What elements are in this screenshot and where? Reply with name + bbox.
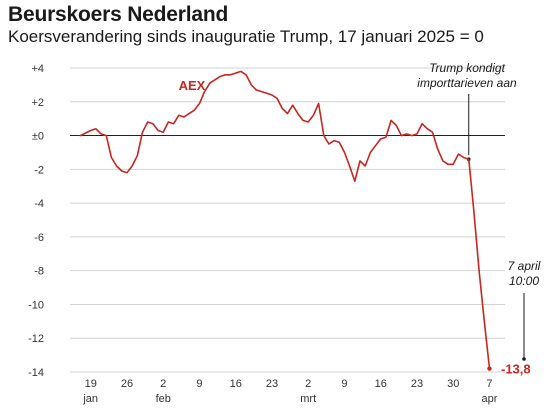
annotation-text: 7 april [508, 259, 541, 273]
y-tick-label: +4 [31, 63, 44, 75]
x-tick-label: 16 [230, 378, 242, 390]
x-tick-label: 9 [341, 378, 347, 390]
y-tick-label: -4 [34, 198, 44, 210]
y-tick-label: ±0 [32, 131, 44, 143]
y-tick-label: -14 [28, 367, 44, 379]
x-tick-labels: 19 jan 26 2 feb 9 16 23 2 mrt 9 16 23 30 7 apr [82, 378, 497, 405]
annotation-text: importtarieven aan [417, 76, 517, 90]
x-tick-label: 19 [85, 378, 97, 390]
series-label: AEX [179, 78, 206, 93]
x-tick-label: 16 [375, 378, 387, 390]
chart-title: Beurskoers Nederland [8, 3, 229, 26]
x-month-label: feb [156, 393, 171, 405]
annotation-dot [522, 357, 526, 361]
y-tick-label: +2 [31, 97, 44, 109]
x-month-label: jan [82, 393, 98, 405]
y-tick-labels: +4 +2 ±0 -2 -4 -6 -8 -10 -12 -14 [28, 63, 44, 379]
annotation-text: 10:00 [509, 274, 539, 288]
x-tick-label: 26 [121, 378, 133, 390]
x-tick-label: 7 [486, 378, 492, 390]
end-value-label: -13,8 [501, 362, 531, 377]
x-tick-label: 23 [411, 378, 423, 390]
series-line [79, 70, 491, 370]
x-tick-label: 2 [160, 378, 166, 390]
x-tick-label: 2 [305, 378, 311, 390]
series-lines: AEX [79, 70, 492, 371]
end-point [487, 366, 492, 371]
chart-subtitle: Koersverandering sinds inauguratie Trump… [8, 27, 484, 46]
x-month-label: apr [482, 393, 498, 405]
y-tick-label: -12 [28, 333, 44, 345]
y-tick-label: -2 [34, 164, 44, 176]
annotation-text: Trump kondigt [429, 61, 505, 75]
x-month-label: mrt [300, 393, 316, 405]
x-tick-label: 23 [266, 378, 278, 390]
y-tick-label: -6 [34, 232, 44, 244]
x-tick-label: 9 [196, 378, 202, 390]
x-tick-label: 30 [447, 378, 459, 390]
y-tick-label: -10 [28, 299, 44, 311]
y-tick-label: -8 [34, 266, 44, 278]
